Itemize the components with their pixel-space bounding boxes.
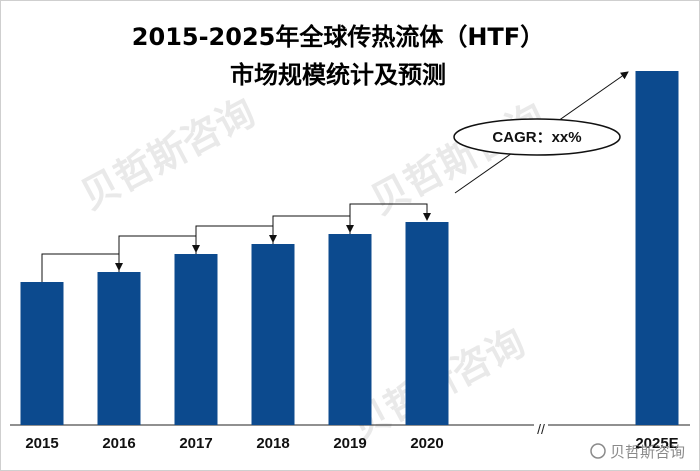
bar-2018 bbox=[251, 244, 295, 425]
bar-2019 bbox=[328, 234, 372, 425]
x-tick-label: 2020 bbox=[410, 435, 443, 452]
bar-2025E bbox=[635, 71, 679, 425]
chart-title-line1: 2015-2025年全球传热流体（HTF） bbox=[132, 23, 544, 51]
axis-break-mark: // bbox=[537, 421, 545, 437]
weibo-icon bbox=[590, 443, 606, 459]
bar-2020 bbox=[405, 222, 449, 425]
x-tick-label: 2025E bbox=[635, 435, 678, 452]
tick-label-group: 2015 2016 2017 2018 2019 2020 2025E bbox=[25, 435, 678, 452]
x-tick-label: 2015 bbox=[25, 435, 58, 452]
chart-title-line2: 市场规模统计及预测 bbox=[230, 61, 446, 89]
x-tick-label: 2017 bbox=[179, 435, 212, 452]
bar-2016 bbox=[97, 272, 141, 425]
bar-2015 bbox=[20, 282, 64, 425]
connector-arrow bbox=[349, 203, 431, 234]
x-tick-label: 2016 bbox=[102, 435, 135, 452]
bar-2017 bbox=[174, 254, 218, 425]
corner-watermark-text: 贝哲斯咨询 bbox=[610, 443, 685, 461]
cagr-label: CAGR：xx% bbox=[492, 129, 581, 146]
cagr-ellipse bbox=[453, 118, 621, 156]
bar-group bbox=[20, 71, 679, 425]
connector-arrow-group bbox=[41, 203, 431, 282]
watermark-text: 贝哲斯咨询 bbox=[74, 90, 262, 218]
corner-watermark: 贝哲斯咨询 bbox=[590, 443, 685, 461]
x-tick-label: 2019 bbox=[333, 435, 366, 452]
x-tick-label: 2018 bbox=[256, 435, 289, 452]
